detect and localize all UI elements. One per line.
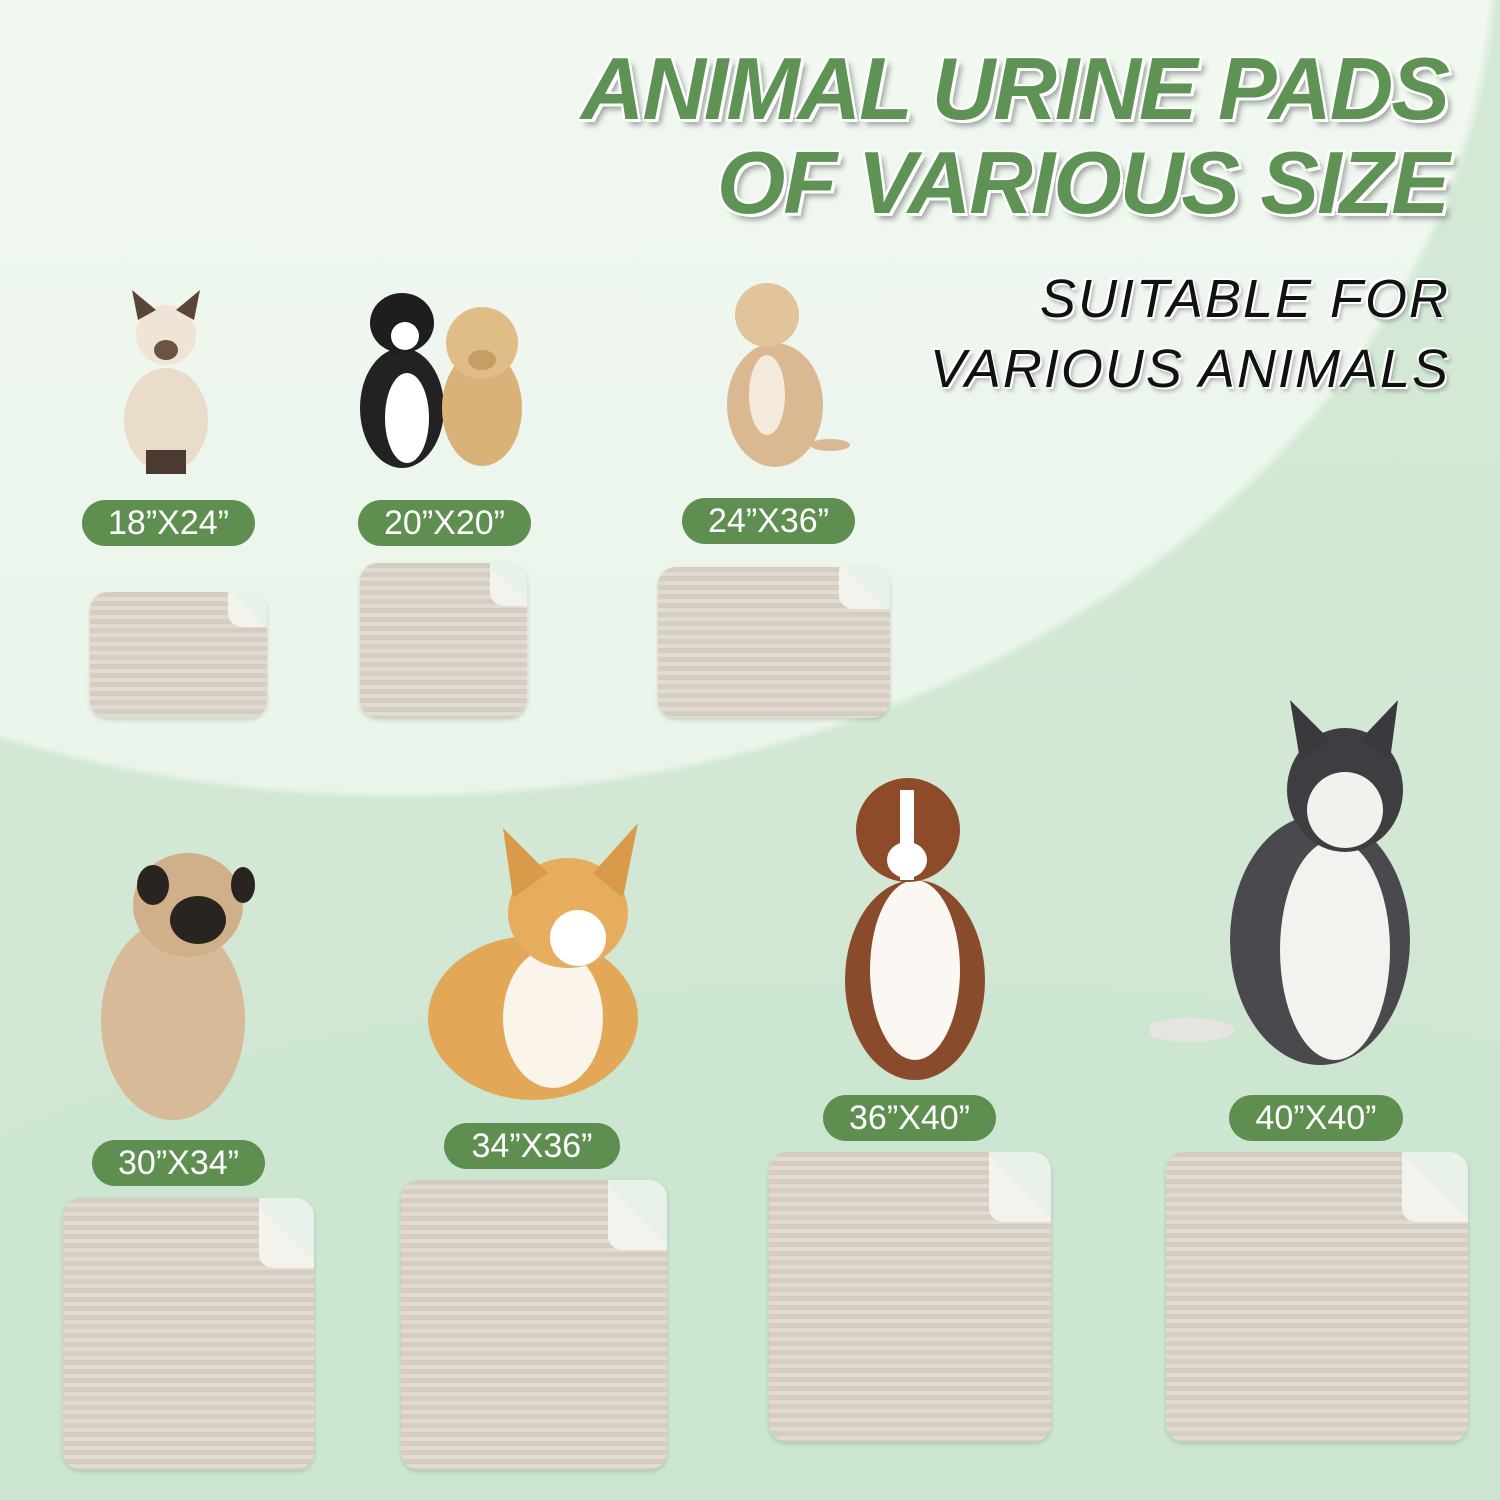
size-label-20x20: 20”X20” <box>358 500 531 546</box>
size-label-24x36: 24”X36” <box>682 498 855 544</box>
pad-20x20 <box>360 563 527 718</box>
headline-line2: OF VARIOUS SIZE <box>716 133 1450 232</box>
pad-34x36 <box>401 1180 667 1470</box>
pad-36x40 <box>769 1152 1051 1442</box>
size-label-34x36: 34”X36” <box>444 1123 620 1169</box>
size-label-30x34: 30”X34” <box>92 1140 265 1186</box>
husky-image <box>1150 700 1410 1065</box>
subheadline-line2: VARIOUS ANIMALS <box>929 339 1450 399</box>
pad-30x34 <box>63 1198 314 1470</box>
pad-18x24 <box>90 592 267 718</box>
pad-24x36 <box>658 567 890 718</box>
subheadline-line1: SUITABLE FOR <box>1039 269 1450 329</box>
size-label-36x40: 36”X40” <box>823 1095 996 1141</box>
cat-and-puppy-image <box>360 293 522 468</box>
medium-dog-image <box>727 283 850 467</box>
size-label-40x40: 40”X40” <box>1229 1095 1403 1141</box>
siamese-cat-image <box>124 290 208 474</box>
pad-40x40 <box>1166 1152 1468 1442</box>
australian-shepherd-image <box>845 778 985 1080</box>
size-label-18x24: 18”X24” <box>82 500 255 546</box>
pug-image <box>101 853 255 1120</box>
headline-line1: ANIMAL URINE PADS <box>580 39 1450 138</box>
corgi-image <box>428 823 638 1100</box>
